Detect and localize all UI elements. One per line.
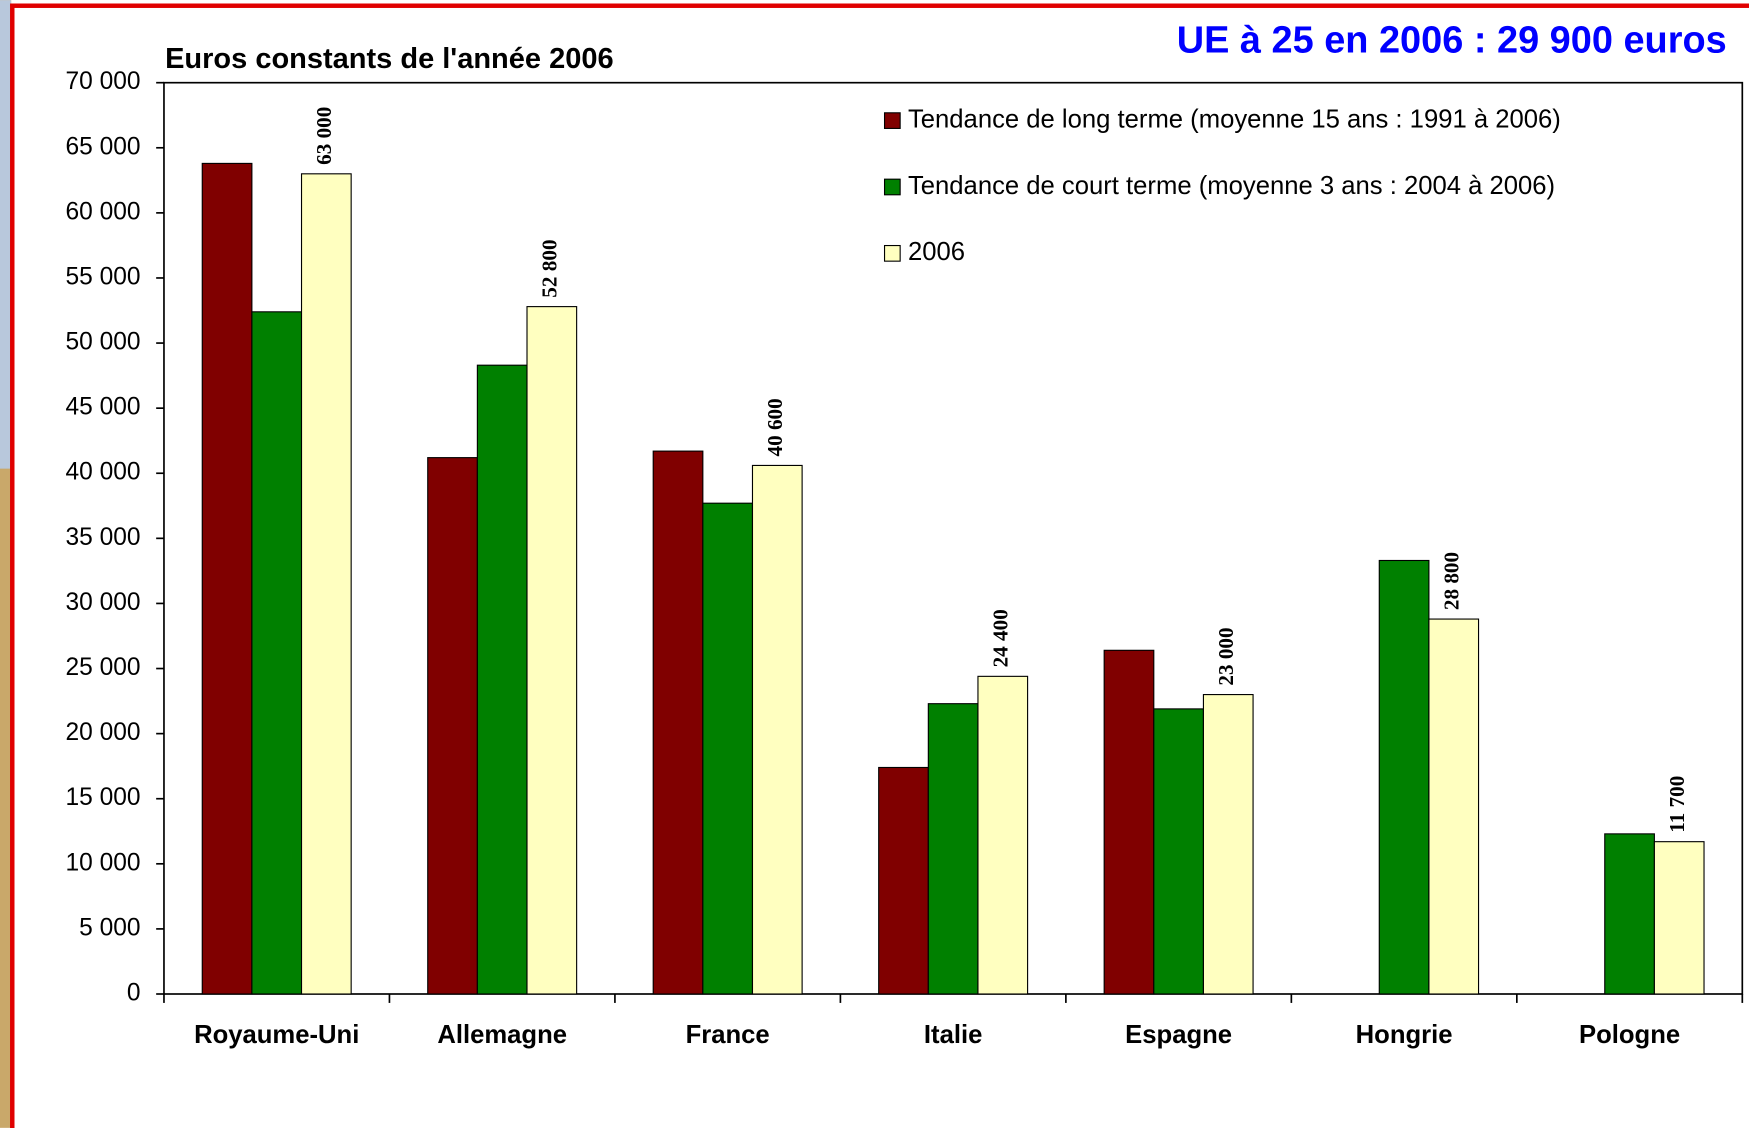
x-tick-label: Royaume-Uni (194, 1021, 359, 1049)
bar (751, 464, 803, 995)
background-strip (0, 0, 12, 469)
y-tick-label: 20 000 (66, 719, 141, 746)
value-label: 40 600 (763, 398, 787, 456)
x-tick-label: Pologne (1579, 1021, 1680, 1049)
y-tick-label: 65 000 (66, 133, 141, 160)
x-tick-label: France (686, 1021, 770, 1049)
y-tick-label: 55 000 (66, 263, 141, 290)
bar (702, 502, 754, 995)
y-tick-label: 0 (127, 979, 141, 1006)
value-label: 52 800 (538, 239, 562, 297)
y-tick-label: 30 000 (66, 589, 141, 616)
bar (878, 766, 929, 995)
annotation: UE à 25 en 2006 : 29 900 euros (1177, 20, 1727, 62)
bar (1428, 618, 1480, 995)
x-tick-label: Italie (924, 1021, 982, 1049)
y-tick-label: 60 000 (66, 198, 141, 225)
value-label: 28 800 (1440, 552, 1464, 610)
y-tick-label: 15 000 (66, 784, 141, 811)
legend-swatch (883, 244, 901, 262)
bar (201, 162, 253, 995)
bar (476, 364, 528, 995)
bar (300, 173, 352, 995)
x-tick-label: Hongrie (1356, 1021, 1453, 1049)
bar (1202, 694, 1254, 995)
value-label: 23 000 (1214, 627, 1238, 685)
background-strip (0, 0, 12, 1128)
legend-swatch (883, 178, 901, 196)
bar (1653, 841, 1705, 995)
y-tick-label: 5 000 (79, 914, 140, 941)
y-tick-label: 35 000 (66, 524, 141, 551)
bar (526, 306, 578, 995)
y-tick-label: 50 000 (66, 329, 141, 356)
y-tick-label: 70 000 (66, 68, 141, 95)
bar (427, 457, 478, 995)
x-tick-label: Espagne (1125, 1021, 1232, 1049)
legend-label: Tendance de long terme (moyenne 15 ans :… (908, 105, 1561, 133)
legend-swatch (883, 112, 901, 129)
x-tick-label: Allemagne (437, 1021, 567, 1049)
bar (1103, 649, 1155, 995)
bar (1604, 833, 1655, 995)
bar (652, 450, 704, 995)
bar (927, 703, 979, 995)
y-tick-label: 25 000 (66, 654, 141, 681)
chart-title: Euros constants de l'année 2006 (165, 43, 614, 75)
frame (10, 3, 1749, 1128)
y-tick-label: 10 000 (66, 849, 141, 876)
bar (251, 311, 303, 995)
value-label: 63 000 (312, 107, 336, 165)
y-tick-label: 45 000 (66, 394, 141, 421)
legend-label: 2006 (908, 238, 965, 266)
legend-label: Tendance de court terme (moyenne 3 ans :… (908, 172, 1555, 200)
bar (977, 675, 1029, 995)
y-tick-label: 40 000 (66, 459, 141, 486)
value-label: 24 400 (989, 609, 1013, 667)
bar (1153, 708, 1204, 995)
bar (1378, 559, 1430, 995)
value-label: 11 700 (1665, 776, 1689, 833)
